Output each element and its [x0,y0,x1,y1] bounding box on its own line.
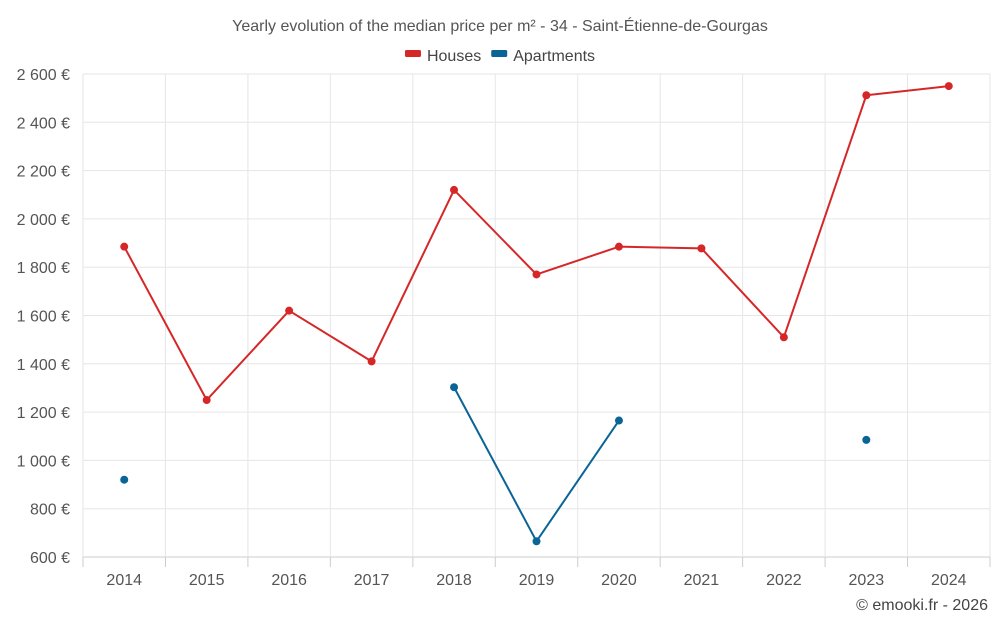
legend-item-houses[interactable]: Houses [404,48,481,65]
data-point[interactable] [532,270,541,279]
legend-item-apartments[interactable]: Apartments [491,48,595,65]
credit-text: © emooki.fr - 2026 [856,597,988,614]
y-tick-label: 1 600 € [17,309,70,326]
data-point[interactable] [944,82,953,91]
x-tick-label: 2021 [684,572,720,589]
y-tick-label: 800 € [30,502,70,519]
x-axis-labels: 2014 2015 2016 2017 2018 2019 2020 2021 2022 2023… [106,572,966,589]
data-point[interactable] [614,416,623,425]
legend: Houses Apartments [404,48,595,65]
series-layer [120,82,953,546]
y-tick-label: 1 200 € [17,405,70,422]
chart-title: Yearly evolution of the median price per… [232,16,768,35]
x-tick-label: 2024 [931,572,967,589]
y-axis-labels: 600 € 800 € 1 000 € 1 200 € 1 400 € 1 600 € 1 … [17,67,70,567]
legend-label: Houses [427,48,481,65]
y-tick-label: 1 800 € [17,260,70,277]
x-tick-label: 2023 [849,572,885,589]
legend-swatch [491,50,508,57]
legend-label: Apartments [513,48,595,65]
data-point[interactable] [779,333,788,342]
y-tick-label: 2 400 € [17,115,70,132]
y-tick-label: 2 600 € [17,67,70,84]
y-tick-label: 600 € [30,550,70,567]
x-tick-label: 2019 [519,572,555,589]
x-tick-label: 2018 [436,572,472,589]
series-line [453,386,620,543]
data-point[interactable] [532,537,541,546]
x-tick-label: 2014 [106,572,142,589]
data-point[interactable] [862,435,871,444]
x-tick-label: 2017 [354,572,390,589]
x-tick-label: 2015 [189,572,225,589]
data-point[interactable] [202,396,211,405]
y-tick-label: 1 400 € [17,357,70,374]
y-tick-label: 1 000 € [17,453,70,470]
x-tick-label: 2020 [601,572,637,589]
series-houses [120,82,953,405]
data-point[interactable] [450,383,459,392]
series-apartments [120,383,871,546]
y-tick-label: 2 000 € [17,212,70,229]
x-tick-label: 2022 [766,572,802,589]
data-point[interactable] [120,475,129,484]
data-point[interactable] [614,242,623,251]
data-point[interactable] [450,185,459,194]
data-point[interactable] [367,357,376,366]
grid [82,73,991,567]
x-tick-label: 2016 [271,572,307,589]
y-tick-label: 2 200 € [17,164,70,181]
data-point[interactable] [285,306,294,315]
data-point[interactable] [120,242,129,251]
data-point[interactable] [862,91,871,100]
data-point[interactable] [697,244,706,253]
legend-swatch [404,50,421,57]
